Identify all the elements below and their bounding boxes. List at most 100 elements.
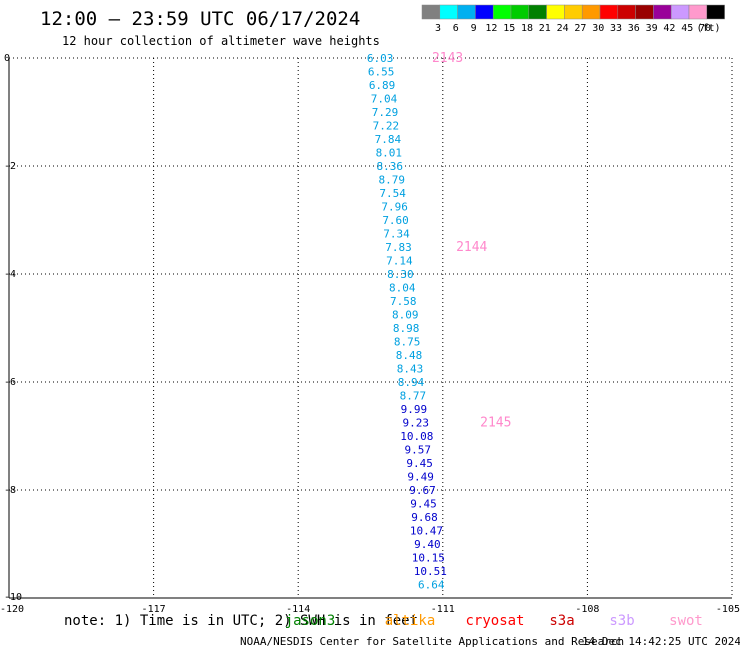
x-tick-label: -117 xyxy=(142,604,166,615)
data-point-label: 8.77 xyxy=(400,390,427,403)
legend-label: 33 xyxy=(610,23,622,34)
legend-swatch xyxy=(670,4,690,20)
y-tick-label: -4 xyxy=(4,269,16,280)
data-point-label: 8.48 xyxy=(396,349,423,362)
legend-label: 12 xyxy=(485,23,497,34)
chart-title: 12:00 – 23:59 UTC 06/17/2024 xyxy=(40,8,360,30)
data-point-label: 8.79 xyxy=(378,174,405,187)
data-point-label: 9.23 xyxy=(403,417,430,430)
legend-label: 27 xyxy=(574,23,586,34)
data-point-label: 8.36 xyxy=(377,160,404,173)
data-point-label: 8.98 xyxy=(393,322,420,335)
data-point-label: 9.45 xyxy=(410,498,437,511)
satellite-name: altika xyxy=(385,613,436,629)
pass-number-label: 2143 xyxy=(432,51,463,66)
legend-label: 3 xyxy=(435,23,441,34)
data-point-label: 10.51 xyxy=(414,565,447,578)
data-point-label: 7.29 xyxy=(372,106,399,119)
data-point-label: 7.84 xyxy=(375,133,402,146)
data-point-label: 10.15 xyxy=(412,552,445,565)
data-point-label: 8.09 xyxy=(392,309,419,322)
footer-timestamp: 14 Dec 14:42:25 UTC 2024 xyxy=(582,635,740,648)
y-tick-label: -2 xyxy=(4,161,16,172)
axis-frame xyxy=(8,58,732,599)
y-tick-label: -8 xyxy=(4,485,16,496)
data-point-label: 7.58 xyxy=(390,295,417,308)
data-point-label: 9.45 xyxy=(406,457,433,470)
data-point-label: 8.04 xyxy=(389,282,416,295)
data-point-label: 10.47 xyxy=(410,525,443,538)
legend-swatch xyxy=(439,4,458,20)
legend-swatch xyxy=(546,4,565,20)
x-tick-label: -105 xyxy=(716,604,740,615)
x-tick-label: -111 xyxy=(431,604,455,615)
satellite-name: s3b xyxy=(609,613,634,629)
data-point-label: 7.22 xyxy=(373,120,400,133)
legend-label: 6 xyxy=(453,23,459,34)
legend-unit-label: (ft) xyxy=(697,23,721,34)
data-point-label: 8.30 xyxy=(387,268,414,281)
legend-swatch xyxy=(457,4,476,20)
footer-credit: NOAA/NESDIS Center for Satellite Applica… xyxy=(240,635,624,648)
data-point-label: 9.67 xyxy=(409,484,436,497)
legend-label: 15 xyxy=(503,23,515,34)
data-point-label: 8.43 xyxy=(397,363,424,376)
legend-swatch xyxy=(564,4,583,20)
data-point-label: 8.01 xyxy=(376,147,403,160)
data-point-label: 6.03 xyxy=(367,52,394,65)
data-point-label: 7.60 xyxy=(382,214,409,227)
legend-label: 24 xyxy=(557,23,569,34)
satellite-name: s3a xyxy=(549,613,574,629)
legend-swatch xyxy=(492,4,512,20)
data-point-label: 7.96 xyxy=(381,201,408,214)
data-point-label: 7.04 xyxy=(371,93,398,106)
legend-swatch xyxy=(635,4,654,20)
data-point-label: 7.34 xyxy=(383,228,410,241)
legend-label: 42 xyxy=(663,23,675,34)
x-tick-label: -108 xyxy=(575,604,599,615)
data-point-label: 6.55 xyxy=(368,66,395,79)
data-point-label: 9.68 xyxy=(411,511,438,524)
pass-annotations: 2143 2144 2145 xyxy=(432,51,512,431)
legend-swatch xyxy=(688,4,708,20)
x-tick-label: -114 xyxy=(286,604,310,615)
legend-swatch xyxy=(528,4,547,20)
footer-note: note: 1) Time is in UTC; 2) SWH is in fe… xyxy=(64,613,418,629)
legend-label: 39 xyxy=(646,23,658,34)
satellite-name: jason3 xyxy=(285,613,336,629)
legend-label: 45 xyxy=(681,23,693,34)
chart-subtitle: 12 hour collection of altimeter wave hei… xyxy=(62,34,380,48)
legend-swatch xyxy=(617,4,636,20)
axis-tick-labels: -120 -117 -114 -111 -108 -105 0 -2 -4 -6 -8 -10 xyxy=(0,53,740,615)
data-point-label: 7.14 xyxy=(386,255,413,268)
legend-label: 21 xyxy=(539,23,551,34)
data-point-label: 7.54 xyxy=(379,187,406,200)
legend-label: 70 xyxy=(699,23,711,34)
data-point-label: 6.89 xyxy=(369,79,396,92)
satellite-legend: jason3 altika cryosat s3a s3b swot xyxy=(285,613,703,629)
legend-swatch xyxy=(581,4,601,20)
y-tick-label: -10 xyxy=(4,592,22,603)
data-point-label: 9.49 xyxy=(407,471,434,484)
satellite-name: cryosat xyxy=(465,613,524,629)
data-point-label: 9.40 xyxy=(414,538,441,551)
x-tick-label: -120 xyxy=(0,604,24,615)
legend-swatch xyxy=(475,4,494,20)
y-tick-label: -6 xyxy=(4,377,16,388)
legend-swatch xyxy=(706,4,725,20)
data-point-label: 7.83 xyxy=(385,241,412,254)
satellite-name: swot xyxy=(669,613,703,629)
y-tick-label: 0 xyxy=(4,53,10,64)
data-point-label: 10.08 xyxy=(400,430,433,443)
data-point-label: 8.94 xyxy=(398,376,425,389)
data-point-label: 8.75 xyxy=(394,336,421,349)
data-point-label: 6.64 xyxy=(418,579,445,592)
data-labels: 6.036.556.897.047.297.227.848.018.368.79… xyxy=(367,52,447,592)
legend-label: 18 xyxy=(521,23,533,34)
grid-lines xyxy=(8,57,733,599)
pass-number-label: 2145 xyxy=(480,416,511,431)
color-legend: 3 6 9 12 15 18 21 24 27 30 33 36 39 42 45 70(ft) xyxy=(421,4,725,34)
data-point-label: 9.99 xyxy=(401,403,428,416)
legend-swatch xyxy=(510,4,530,20)
